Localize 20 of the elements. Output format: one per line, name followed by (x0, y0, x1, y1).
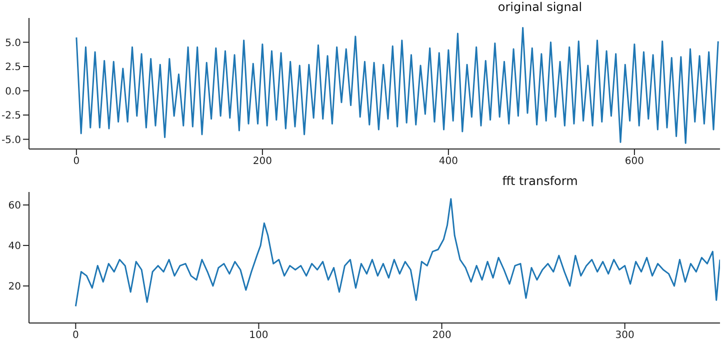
y-tick-label: 20 (8, 281, 21, 292)
x-tick-label: 0 (73, 156, 80, 168)
y-tick-label: 5.0 (5, 38, 21, 49)
y-tick-label: -5.0 (1, 134, 21, 146)
line-series (76, 26, 719, 144)
y-tick-label: 60 (8, 200, 21, 212)
x-tick-label: 400 (438, 156, 458, 168)
x-tick-label: 100 (249, 330, 268, 340)
y-tick-label: 0.0 (5, 86, 21, 98)
chart-title: fft transform (501, 174, 579, 188)
x-tick-label: 200 (432, 330, 452, 340)
y-tick-label: 2.5 (5, 62, 21, 74)
chart-title: original signal (496, 0, 584, 14)
y-tick-label: -2.5 (1, 110, 21, 122)
line-series (74, 198, 720, 307)
y-tick-label: 40 (8, 241, 21, 252)
x-tick-label: 300 (615, 330, 634, 340)
x-tick-label: 600 (624, 156, 644, 168)
x-tick-label: 200 (252, 156, 272, 168)
x-tick-label: 0 (72, 330, 79, 340)
